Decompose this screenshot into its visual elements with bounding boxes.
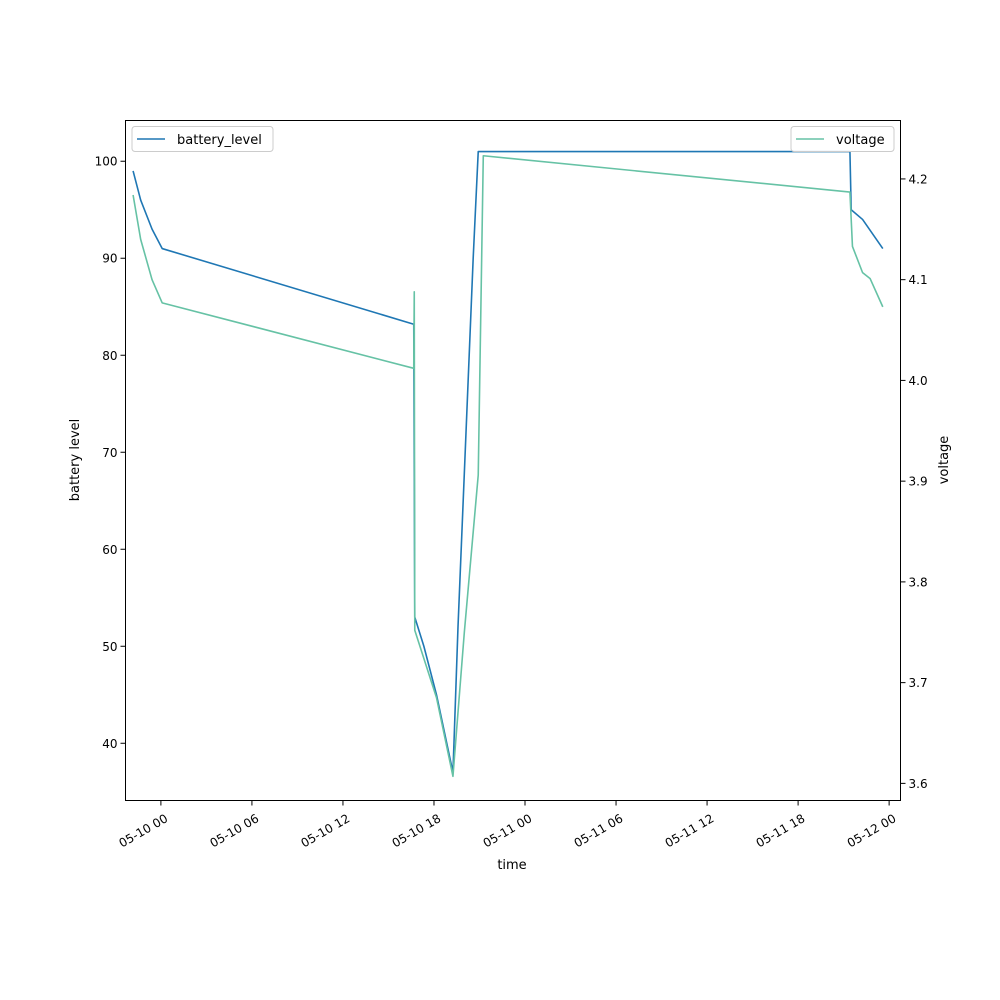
legend-label-battery-level: battery_level	[177, 133, 262, 148]
legend-left: battery_level	[131, 126, 274, 152]
y-left-tick-label: 50	[102, 640, 117, 654]
series-lines	[132, 150, 884, 778]
x-tick-label: 05-11 00	[481, 811, 535, 850]
y-right-tick-label: 4.1	[909, 273, 928, 287]
y-right-tick-label: 4.0	[909, 374, 928, 388]
x-tick-label: 05-10 06	[208, 811, 262, 850]
x-tick-label: 05-11 18	[754, 811, 808, 850]
x-tick-label: 05-10 18	[390, 811, 444, 850]
y-left-tick-label: 80	[102, 349, 117, 363]
x-axis: 05-10 00 05-10 06 05-10 12 05-10 18 05-11 00…	[116, 800, 899, 850]
plot-frame	[125, 120, 901, 801]
y-right-tick-label: 3.9	[909, 475, 928, 489]
y-left-tick-label: 100	[95, 155, 118, 169]
y-right-tick-label: 3.8	[909, 575, 928, 589]
legend-label-voltage: voltage	[836, 133, 885, 148]
y-right-tick-label: 4.2	[909, 172, 928, 186]
y-axis-left-label: battery level	[68, 419, 83, 502]
y-axis-right-label: voltage	[937, 436, 952, 485]
x-tick-label: 05-10 00	[116, 811, 170, 850]
x-axis-label: time	[497, 858, 526, 873]
y-right-tick-label: 3.6	[909, 777, 928, 791]
y-left-tick-label: 60	[102, 543, 117, 557]
y-left-tick-label: 40	[102, 737, 117, 751]
x-tick-label: 05-10 12	[299, 811, 353, 850]
x-tick-label: 05-12 00	[845, 811, 899, 850]
y-left-tick-label: 90	[102, 252, 117, 266]
y-axis-left: 40 50 60 70 80 90 100	[95, 155, 126, 751]
x-tick-label: 05-11 12	[663, 811, 717, 850]
y-left-tick-label: 70	[102, 446, 117, 460]
y-axis-right: 3.6 3.7 3.8 3.9 4.0 4.1 4.2	[900, 172, 928, 791]
y-right-tick-label: 3.7	[909, 676, 928, 690]
series-line-voltage	[132, 154, 884, 778]
series-line-battery-level	[132, 150, 884, 774]
x-tick-label: 05-11 06	[572, 811, 626, 850]
legend-right: voltage	[790, 126, 895, 152]
